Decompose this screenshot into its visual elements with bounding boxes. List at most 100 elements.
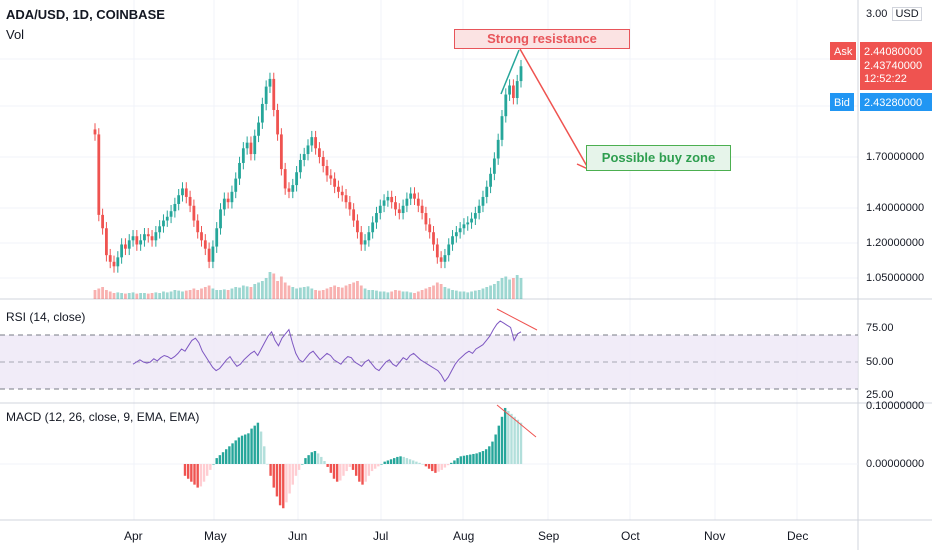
macd-bar	[323, 461, 326, 464]
macd-bar	[440, 464, 443, 470]
macd-bar	[240, 435, 244, 464]
candle-body	[207, 248, 211, 262]
rsi-label[interactable]: RSI (14, close)	[6, 310, 86, 324]
macd-bar	[247, 433, 250, 464]
macd-bar	[228, 446, 231, 464]
candle-body	[310, 137, 314, 146]
volume-bar	[451, 290, 454, 299]
resistance-up-line	[500, 49, 520, 95]
volume-bar	[458, 291, 462, 299]
macd-bar	[373, 464, 377, 469]
volume-bar	[397, 290, 401, 299]
candle-body	[420, 205, 424, 214]
volume-bar	[181, 291, 184, 299]
volume-bar	[405, 291, 409, 299]
macd-bar	[405, 458, 409, 464]
candle-body	[181, 188, 184, 196]
currency-button[interactable]: USD	[892, 7, 922, 21]
macd-label[interactable]: MACD (12, 26, close, 9, EMA, EMA)	[6, 410, 200, 424]
macd-bar	[475, 453, 478, 464]
candle-body	[325, 166, 329, 176]
resistance-annotation[interactable]: Strong resistance	[454, 29, 630, 49]
candle-body	[211, 246, 215, 262]
candle-body	[443, 255, 447, 262]
candle-body	[295, 172, 298, 186]
candle-body	[318, 148, 321, 157]
macd-bar	[431, 464, 434, 472]
candle-body	[401, 205, 405, 214]
volume-bar	[207, 285, 211, 299]
ask-tag: Ask	[830, 42, 857, 60]
candle-body	[447, 244, 451, 256]
candle-body	[287, 188, 291, 192]
buy-zone-annotation[interactable]: Possible buy zone	[586, 145, 731, 171]
volume-bar	[143, 293, 146, 299]
macd-bar	[215, 458, 218, 464]
macd-bar	[507, 410, 510, 464]
volume-bar	[268, 272, 272, 299]
volume-bar	[390, 291, 394, 299]
candle-body	[143, 234, 146, 241]
volume-bar	[249, 287, 253, 299]
volume-bar	[135, 293, 139, 299]
symbol-title[interactable]: ADA/USD, 1D, COINBASE	[6, 7, 165, 22]
candle-body	[283, 169, 287, 189]
macd-bar	[320, 456, 323, 464]
candle-body	[504, 94, 508, 117]
macd-tick: 0.00000000	[866, 458, 925, 470]
volume-bar	[508, 279, 511, 299]
macd-bar	[301, 464, 304, 465]
macd-bar	[231, 443, 234, 464]
candle-body	[105, 228, 108, 256]
candle-body	[333, 178, 337, 187]
volume-bar	[515, 275, 519, 299]
volume-label[interactable]: Vol	[6, 27, 25, 42]
volume-bar	[112, 293, 116, 299]
candle-body	[257, 122, 260, 136]
macd-bar	[516, 419, 520, 464]
time-axis-month: Nov	[704, 529, 726, 543]
macd-bar	[282, 464, 285, 509]
volume-bar	[234, 287, 238, 299]
candle-body	[162, 220, 165, 227]
ask-value-box: 2.44080000	[860, 42, 932, 60]
volume-bar	[462, 291, 466, 299]
macd-bar	[488, 446, 491, 464]
candle-body	[496, 139, 500, 159]
candle-body	[500, 116, 504, 140]
volume-bar	[162, 291, 165, 299]
volume-bar	[416, 291, 420, 299]
candle-body	[375, 213, 378, 223]
macd-bar	[291, 464, 294, 485]
macd-bar	[399, 456, 402, 464]
macd-bar	[278, 464, 282, 506]
macd-tick: 0.10000000	[866, 400, 925, 412]
macd-bar	[415, 461, 418, 464]
volume-bar	[283, 282, 287, 299]
volume-bar	[424, 288, 428, 299]
volume-bar	[165, 292, 169, 299]
candle-body	[356, 220, 359, 233]
volume-bar	[329, 287, 333, 299]
candle-body	[165, 216, 169, 221]
volume-bar	[344, 285, 348, 299]
volume-bar	[238, 287, 241, 299]
candle-body	[394, 202, 397, 210]
candle-body	[226, 198, 230, 203]
volume-bar	[470, 291, 473, 299]
candle-body	[359, 232, 363, 245]
macd-bar	[304, 458, 307, 464]
candle-body	[470, 218, 473, 223]
volume-bar	[146, 293, 150, 299]
macd-bar	[256, 422, 260, 464]
macd-bar	[348, 464, 352, 467]
macd-bar	[202, 464, 206, 482]
candle-body	[238, 162, 241, 179]
time-axis-month: Jun	[288, 529, 308, 543]
candle-body	[340, 191, 344, 196]
resistance-down-arrow	[519, 48, 589, 169]
price-tick: 1.20000000	[866, 237, 925, 249]
volume-bar	[435, 282, 439, 299]
candle-body	[306, 145, 310, 155]
